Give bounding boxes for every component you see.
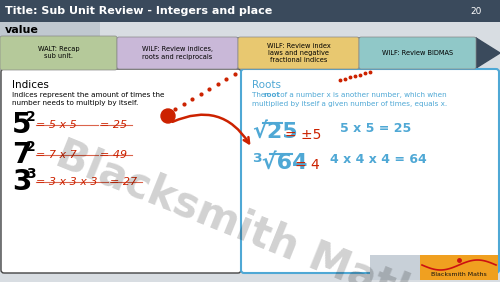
Text: 2: 2 [26,140,36,154]
FancyBboxPatch shape [0,0,500,22]
FancyBboxPatch shape [420,255,498,280]
FancyBboxPatch shape [1,69,241,273]
Text: = 7 x 7: = 7 x 7 [36,150,77,160]
Text: 3: 3 [12,168,32,196]
FancyBboxPatch shape [0,22,100,38]
Polygon shape [118,38,495,68]
Text: 5: 5 [12,111,32,139]
FancyBboxPatch shape [117,37,238,69]
Text: multiplied by itself a given number of times, equals x.: multiplied by itself a given number of t… [252,101,447,107]
FancyBboxPatch shape [359,37,476,69]
Text: 2: 2 [26,110,36,124]
Text: 4 x 4 x 4 = 64: 4 x 4 x 4 = 64 [330,153,427,166]
Text: 5 x 5 = 25: 5 x 5 = 25 [340,122,411,135]
Text: Blacksmith Maths: Blacksmith Maths [50,133,452,282]
Text: WALT: Recap
sub unit.: WALT: Recap sub unit. [38,47,80,60]
Text: WILF: Review indices,
roots and reciprocals: WILF: Review indices, roots and reciproc… [142,47,213,60]
Text: √25: √25 [252,122,298,142]
Text: 20: 20 [470,6,482,16]
Text: = 3 x 3 x 3: = 3 x 3 x 3 [36,177,98,187]
Text: WILF: Review index
laws and negative
fractional indices: WILF: Review index laws and negative fra… [266,43,330,63]
Polygon shape [476,38,500,68]
Text: = 4: = 4 [295,158,320,172]
Text: The: The [252,92,268,98]
FancyBboxPatch shape [370,255,498,280]
Text: Indices represent the amount of times the
number needs to multiply by itself.: Indices represent the amount of times th… [12,92,164,106]
Circle shape [161,109,175,123]
Text: value: value [5,25,39,35]
Text: 3: 3 [26,167,36,181]
Text: Indices: Indices [12,80,49,90]
Text: ³√64: ³√64 [252,153,308,173]
FancyBboxPatch shape [241,69,499,273]
Text: = ±5: = ±5 [285,128,322,142]
Text: = 5 x 5: = 5 x 5 [36,120,77,130]
Text: = 25: = 25 [100,120,127,130]
FancyBboxPatch shape [2,70,498,272]
Text: = 27: = 27 [110,177,137,187]
Text: = 49: = 49 [100,150,127,160]
Text: root: root [263,92,280,98]
FancyBboxPatch shape [238,37,359,69]
Text: Title: Sub Unit Review - Integers and place: Title: Sub Unit Review - Integers and pl… [5,6,272,16]
Text: Blacksmith Maths: Blacksmith Maths [431,272,487,277]
FancyBboxPatch shape [0,36,117,70]
Text: of a number x is another number, which when: of a number x is another number, which w… [278,92,446,98]
Text: Roots: Roots [252,80,281,90]
Text: WILF: Review BIDMAS: WILF: Review BIDMAS [382,50,453,56]
Text: 7: 7 [12,141,32,169]
